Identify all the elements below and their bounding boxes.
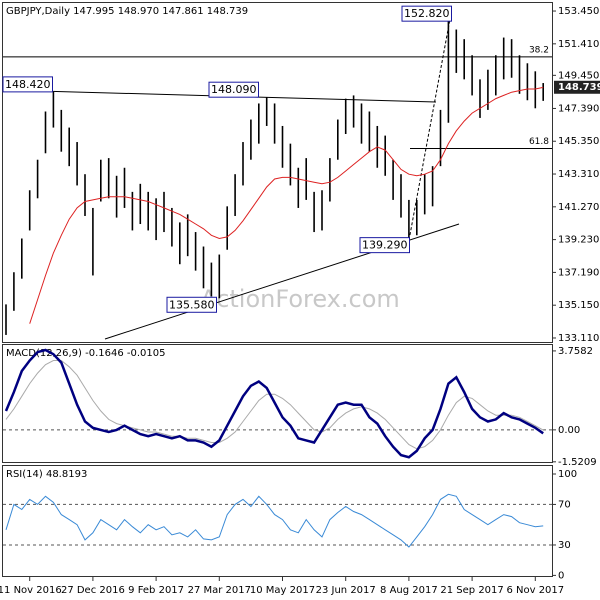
series-line xyxy=(5,360,544,450)
fib-label: 61.8 xyxy=(529,137,549,147)
series-line xyxy=(5,493,544,548)
annotation-box xyxy=(401,5,452,22)
y-tick-label: 135.150 xyxy=(558,300,599,311)
annotation-box xyxy=(208,81,259,98)
x-tick-label: 10 May 2017 xyxy=(250,585,315,596)
x-tick-label: 23 Jun 2017 xyxy=(316,585,376,596)
y-tick-label: 143.310 xyxy=(558,169,599,180)
y-tick-label: 139.230 xyxy=(558,235,599,246)
annotation-box xyxy=(359,237,410,254)
x-tick-label: 27 Mar 2017 xyxy=(188,585,251,596)
y-tick-label: 137.190 xyxy=(558,267,599,278)
x-tick-label: 9 Feb 2017 xyxy=(128,585,184,596)
y-tick-label: 145.350 xyxy=(558,136,599,147)
annotation-label: 148.420 xyxy=(5,78,51,91)
y-tick-label: 30 xyxy=(558,540,571,551)
x-tick-label: 6 Nov 2017 xyxy=(506,585,564,596)
watermark: ActionForex.com xyxy=(200,285,400,313)
annotation-box xyxy=(166,296,217,313)
moving-average xyxy=(29,86,544,324)
y-tick-label: 70 xyxy=(558,499,571,510)
series-line xyxy=(4,348,544,459)
annotation-label: 139.290 xyxy=(362,239,408,252)
y-tick-label: -1.5209 xyxy=(558,457,597,468)
x-tick-label: 8 Aug 2017 xyxy=(380,585,438,596)
fib-label: 38.2 xyxy=(529,45,549,55)
last-price-box xyxy=(554,80,600,94)
price-title: GBPJPY,Daily 147.995 148.970 147.861 148… xyxy=(6,6,248,17)
y-tick-label: 151.410 xyxy=(558,39,599,50)
macd-title: MACD(12,26,9) -0.1646 -0.0105 xyxy=(6,348,166,359)
y-tick-label: 133.110 xyxy=(558,333,599,344)
x-tick-label: 11 Nov 2016 xyxy=(0,585,62,596)
annotation-label: 148.090 xyxy=(211,83,257,96)
price-panel-frame xyxy=(2,2,553,343)
rsi-title: RSI(14) 48.8193 xyxy=(6,469,87,480)
y-tick-label: 147.390 xyxy=(558,103,599,114)
y-tick-label: 141.270 xyxy=(558,202,599,213)
last-price-label: 148.739 xyxy=(558,82,600,93)
y-tick-label: 149.450 xyxy=(558,70,599,81)
y-tick-label: 100 xyxy=(558,469,577,480)
rally-line xyxy=(408,18,451,241)
x-tick-label: 27 Dec 2016 xyxy=(61,585,125,596)
rsi-panel-frame xyxy=(2,465,553,577)
annotation-box xyxy=(2,76,53,93)
macd-panel-frame xyxy=(2,344,553,463)
annotation-label: 135.580 xyxy=(169,298,215,311)
annotation-label: 152.820 xyxy=(404,7,450,20)
y-tick-label: 3.7582 xyxy=(558,346,593,357)
y-tick-label: 0 xyxy=(558,570,564,581)
y-tick-label: 0.00 xyxy=(558,425,580,436)
y-tick-label: 153.450 xyxy=(558,6,599,17)
x-tick-label: 21 Sep 2017 xyxy=(440,585,503,596)
